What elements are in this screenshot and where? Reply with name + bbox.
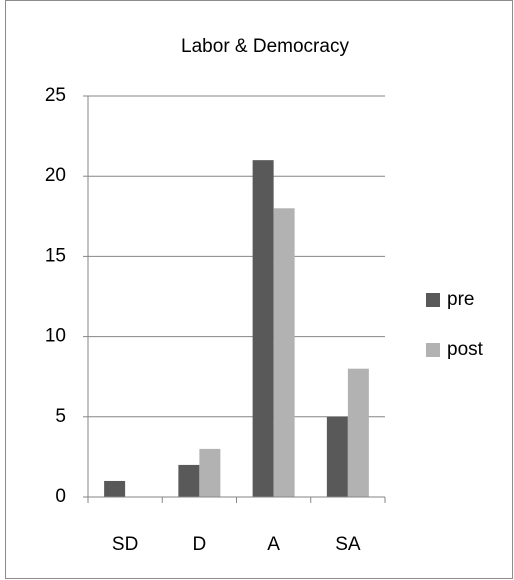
legend-label: post	[447, 339, 484, 360]
x-tick-label: SA	[335, 534, 361, 555]
y-tick-label: 25	[45, 85, 66, 106]
y-tick-label: 5	[55, 406, 66, 427]
y-tick-label: 10	[45, 326, 66, 347]
x-tick-label: A	[267, 534, 280, 555]
bar	[326, 416, 348, 497]
y-tick-label: 15	[45, 245, 66, 266]
legend-swatch	[426, 343, 440, 357]
bar	[347, 368, 369, 497]
bar	[273, 208, 295, 497]
x-tick-label: SD	[112, 534, 138, 555]
y-tick-label: 0	[55, 486, 66, 507]
bar	[199, 448, 221, 497]
y-tick-label: 20	[45, 165, 66, 186]
x-tick-label: D	[193, 534, 207, 555]
bar	[252, 160, 274, 497]
legend-label: pre	[447, 289, 474, 310]
bar	[104, 480, 126, 497]
legend-swatch	[426, 293, 440, 307]
chart-title: Labor & Democracy	[181, 36, 349, 57]
bar	[178, 464, 200, 497]
